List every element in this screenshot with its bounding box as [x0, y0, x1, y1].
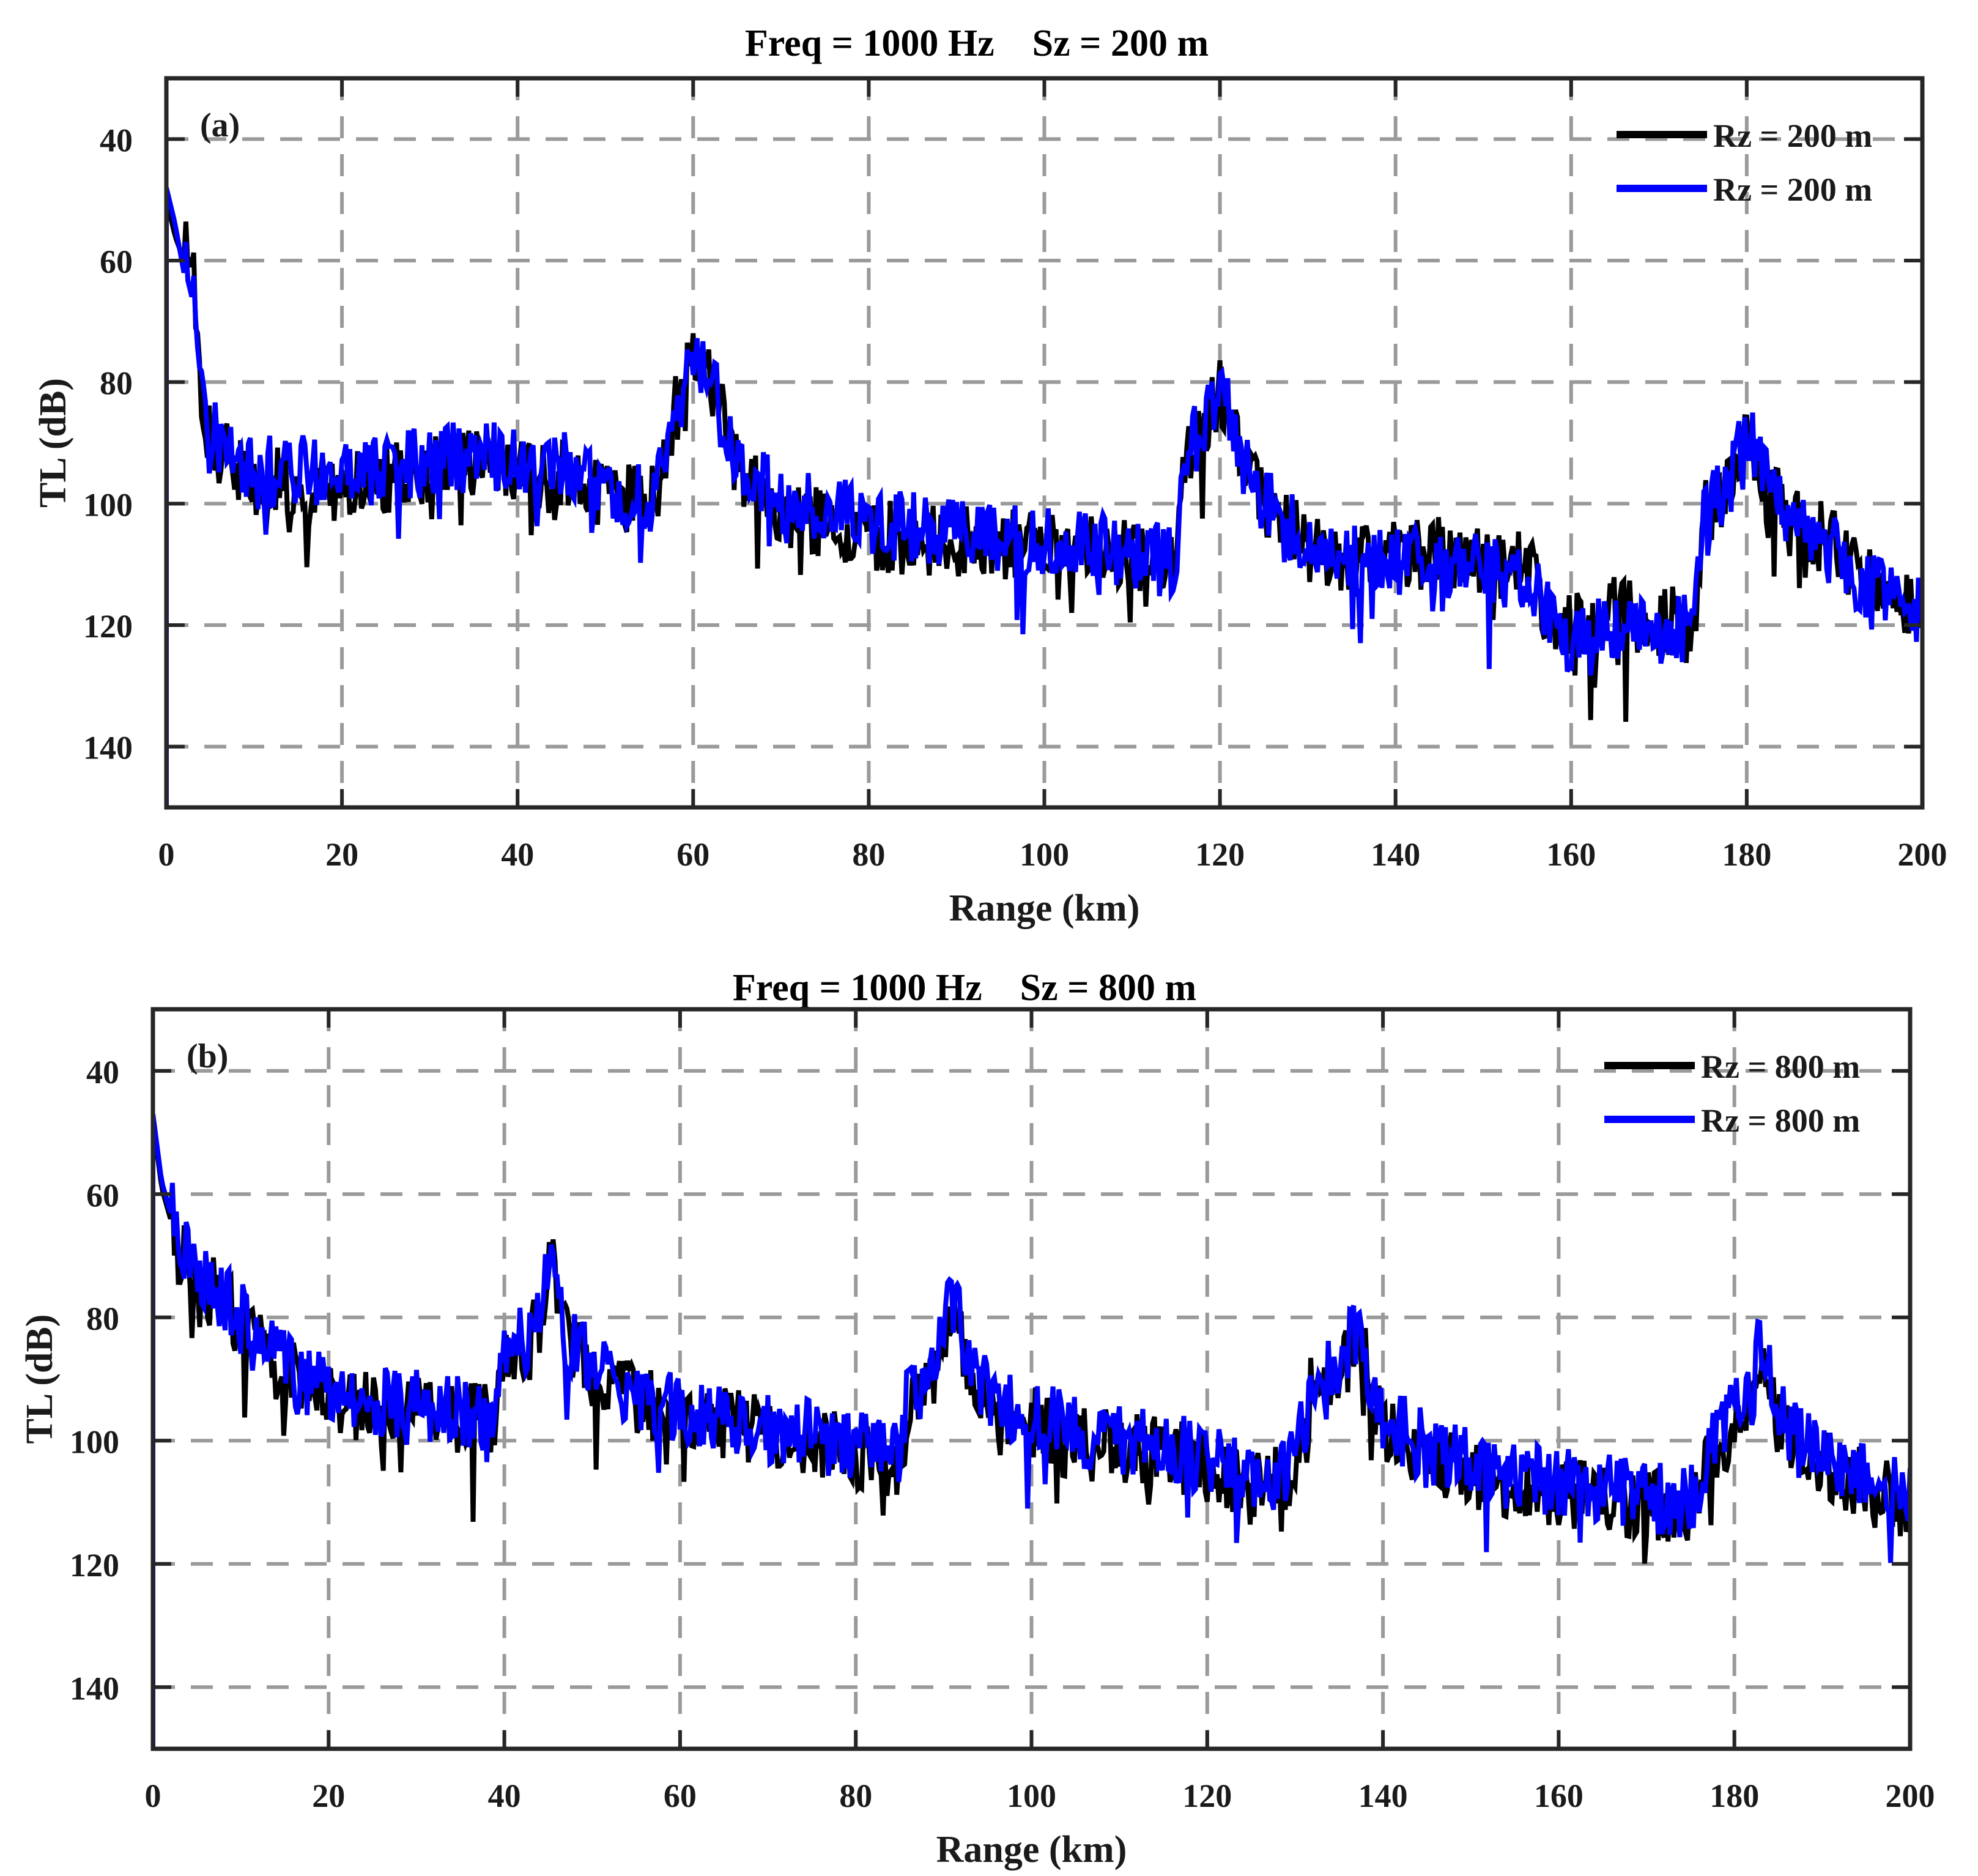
x-tick-label: 200: [1898, 836, 1947, 873]
x-tick-label: 0: [145, 1778, 161, 1814]
x-tick-label: 120: [1195, 836, 1245, 873]
x-axis-label: Range (km): [949, 888, 1140, 929]
x-tick-label: 160: [1546, 836, 1596, 873]
y-tick-label: 40: [100, 122, 133, 158]
y-tick-label: 140: [70, 1670, 119, 1707]
chart-plot-b: 0 20 40 60 80 100 120 140 160 180 200 40 60 80 100 120 1…: [19, 1007, 1935, 1870]
y-tick-label: 80: [100, 365, 133, 402]
x-tick-label: 40: [501, 836, 534, 873]
y-axis-label: TL (dB): [19, 1314, 61, 1444]
chart-panel-a: Freq = 1000 Hz Sz = 200 m 0 20 40 60 80 100 12…: [0, 0, 1978, 936]
x-tick-label: 80: [839, 1778, 872, 1814]
y-tick-label: 140: [83, 730, 133, 766]
x-tick-label: 100: [1007, 1778, 1056, 1814]
x-axis-label: Range (km): [936, 1829, 1127, 1870]
chart-title-a: Freq = 1000 Hz Sz = 200 m: [744, 23, 1209, 64]
data-series-blue: [153, 1113, 1910, 1749]
x-tick-label: 20: [312, 1778, 345, 1814]
x-tick-label: 20: [325, 836, 358, 873]
x-tick-label: 60: [676, 836, 709, 873]
data-series-blue: [166, 187, 1922, 807]
chart-panel-b: Freq = 1000 Hz Sz = 800 m 0 20 40 60 80 100 12…: [0, 936, 1978, 1876]
panel-label: (a): [200, 106, 240, 144]
x-tick-label: 60: [664, 1778, 697, 1814]
y-tick-label: 40: [86, 1054, 119, 1091]
y-tick-label: 120: [83, 608, 133, 645]
chart-title-b: Freq = 1000 Hz Sz = 800 m: [732, 967, 1197, 1009]
y-tick-label: 60: [100, 243, 133, 280]
y-tick-label: 120: [70, 1547, 119, 1584]
y-tick-label: 100: [70, 1423, 119, 1460]
x-tick-label: 140: [1358, 1778, 1408, 1814]
y-axis-label: TL (dB): [32, 378, 74, 508]
x-tick-label: 80: [852, 836, 885, 873]
legend-label: Rz = 200 m: [1713, 171, 1872, 208]
x-tick-label: 100: [1020, 836, 1069, 873]
legend-label: Rz = 800 m: [1701, 1048, 1860, 1085]
x-tick-label: 180: [1709, 1778, 1759, 1814]
panel-label: (b): [187, 1037, 228, 1075]
x-tick-label: 0: [158, 836, 175, 873]
x-tick-label: 160: [1534, 1778, 1584, 1814]
legend-label: Rz = 800 m: [1701, 1102, 1860, 1139]
y-tick-label: 100: [83, 486, 133, 523]
x-tick-label: 120: [1182, 1778, 1232, 1814]
y-tick-label: 60: [86, 1177, 119, 1214]
y-tick-label: 80: [86, 1300, 119, 1337]
x-tick-label: 140: [1371, 836, 1420, 873]
legend-label: Rz = 200 m: [1713, 117, 1872, 154]
x-tick-label: 40: [488, 1778, 521, 1814]
chart-plot-a: 0 20 40 60 80 100 120 140 160 180 200 40 60 80 100 120 1…: [32, 76, 1947, 929]
x-tick-label: 180: [1722, 836, 1771, 873]
x-tick-label: 200: [1886, 1778, 1935, 1814]
